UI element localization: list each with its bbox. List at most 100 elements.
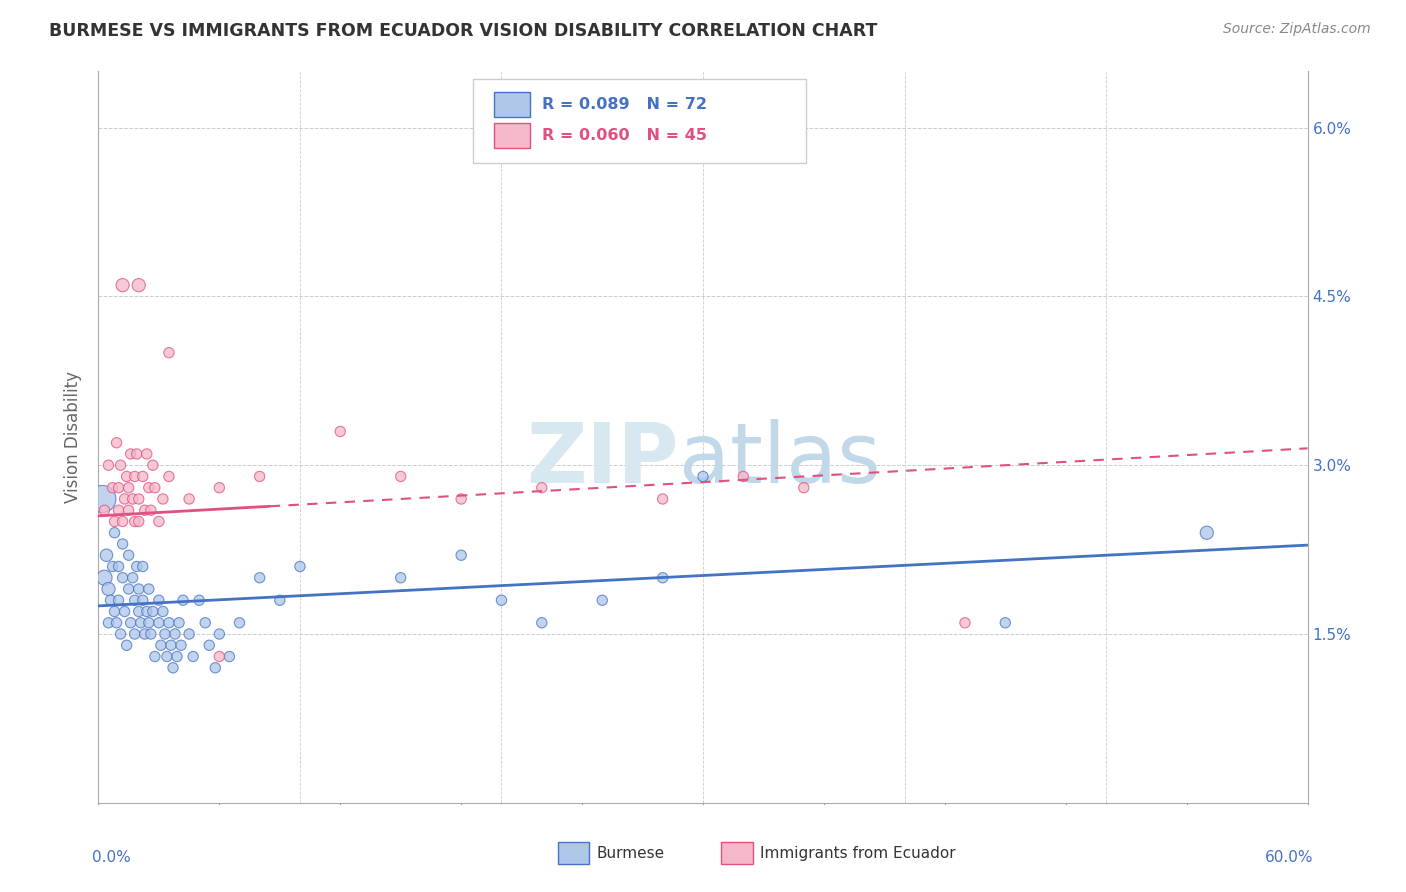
- Point: [93, 503, 115, 517]
- Point: [188, 593, 211, 607]
- Point: [103, 515, 125, 529]
- Point: [329, 425, 352, 439]
- Point: [134, 503, 156, 517]
- Point: [491, 593, 513, 607]
- Point: [249, 469, 271, 483]
- Point: [111, 537, 134, 551]
- Point: [128, 278, 150, 293]
- Point: [163, 627, 186, 641]
- Point: [167, 615, 190, 630]
- Text: 0.0%: 0.0%: [93, 850, 131, 865]
- Point: [121, 571, 143, 585]
- Text: Immigrants from Ecuador: Immigrants from Ecuador: [759, 846, 956, 861]
- Point: [120, 447, 142, 461]
- Point: [153, 627, 176, 641]
- Point: [138, 481, 160, 495]
- Point: [105, 615, 128, 630]
- Point: [97, 458, 120, 473]
- Point: [228, 615, 250, 630]
- Point: [115, 638, 138, 652]
- Point: [651, 491, 673, 506]
- Point: [107, 481, 129, 495]
- FancyBboxPatch shape: [474, 78, 806, 163]
- Point: [269, 593, 291, 607]
- Point: [793, 481, 815, 495]
- Text: Burmese: Burmese: [596, 846, 665, 861]
- Point: [208, 627, 231, 641]
- Point: [148, 593, 170, 607]
- Y-axis label: Vision Disability: Vision Disability: [65, 371, 83, 503]
- Point: [208, 481, 231, 495]
- Point: [111, 278, 134, 293]
- Point: [107, 503, 129, 517]
- Point: [96, 548, 118, 562]
- Point: [124, 627, 146, 641]
- Point: [135, 605, 157, 619]
- Point: [194, 615, 217, 630]
- Point: [1195, 525, 1218, 540]
- Point: [120, 615, 142, 630]
- Point: [160, 638, 183, 652]
- Point: [208, 649, 231, 664]
- Point: [179, 627, 201, 641]
- Point: [114, 605, 136, 619]
- Point: [118, 503, 141, 517]
- Point: [124, 593, 146, 607]
- Point: [162, 661, 184, 675]
- Point: [389, 571, 412, 585]
- Point: [149, 638, 172, 652]
- Point: [166, 649, 188, 664]
- Point: [97, 615, 120, 630]
- Point: [181, 649, 204, 664]
- Point: [139, 627, 162, 641]
- Point: [103, 525, 125, 540]
- Point: [129, 615, 152, 630]
- Point: [139, 503, 162, 517]
- Point: [148, 615, 170, 630]
- Point: [100, 593, 122, 607]
- Point: [530, 481, 553, 495]
- Point: [110, 627, 132, 641]
- Point: [111, 571, 134, 585]
- Point: [157, 469, 180, 483]
- Point: [450, 491, 472, 506]
- Text: ZIP: ZIP: [526, 418, 679, 500]
- Point: [125, 559, 148, 574]
- Point: [170, 638, 193, 652]
- Point: [114, 491, 136, 506]
- Point: [218, 649, 240, 664]
- Point: [97, 582, 120, 596]
- Point: [111, 515, 134, 529]
- Point: [121, 491, 143, 506]
- FancyBboxPatch shape: [494, 92, 530, 117]
- Point: [115, 469, 138, 483]
- Point: [204, 661, 226, 675]
- Point: [148, 515, 170, 529]
- Point: [91, 491, 114, 506]
- Point: [651, 571, 673, 585]
- Point: [128, 605, 150, 619]
- Point: [118, 481, 141, 495]
- Text: R = 0.089   N = 72: R = 0.089 N = 72: [543, 96, 707, 112]
- Text: atlas: atlas: [679, 418, 880, 500]
- Point: [142, 605, 165, 619]
- Point: [692, 469, 714, 483]
- Point: [107, 559, 129, 574]
- Point: [128, 491, 150, 506]
- Point: [389, 469, 412, 483]
- Point: [103, 605, 125, 619]
- Point: [953, 615, 976, 630]
- Point: [128, 582, 150, 596]
- Text: R = 0.060   N = 45: R = 0.060 N = 45: [543, 128, 707, 144]
- Point: [135, 447, 157, 461]
- Point: [152, 605, 174, 619]
- Point: [138, 615, 160, 630]
- Point: [138, 582, 160, 596]
- Point: [994, 615, 1017, 630]
- Point: [733, 469, 755, 483]
- Point: [591, 593, 613, 607]
- Point: [107, 593, 129, 607]
- Point: [101, 481, 124, 495]
- Point: [152, 491, 174, 506]
- Point: [128, 515, 150, 529]
